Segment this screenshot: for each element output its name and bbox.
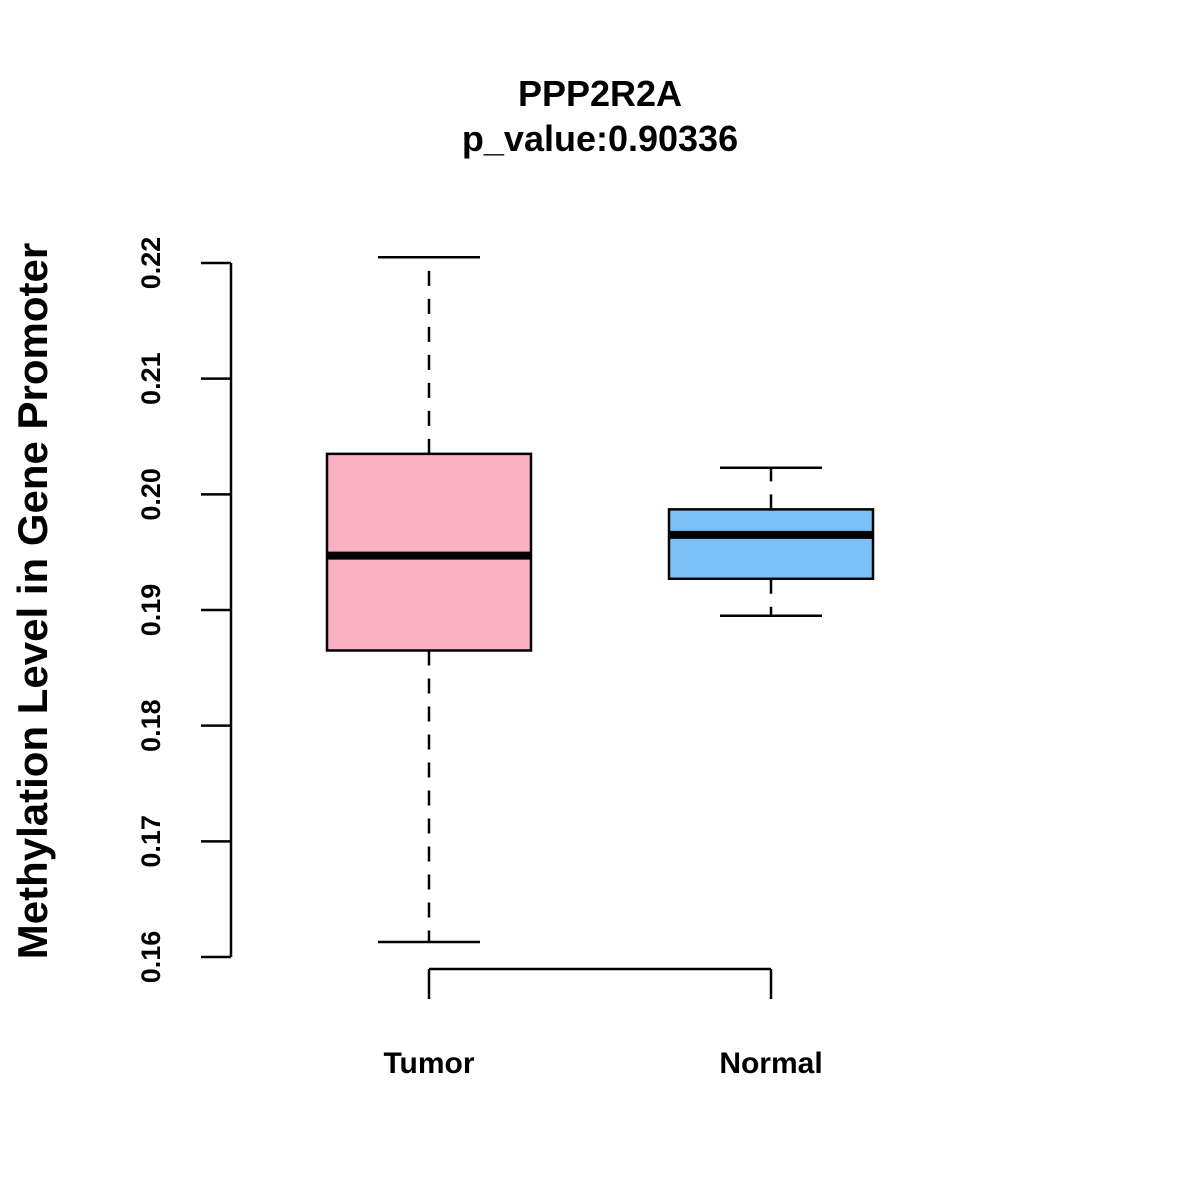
y-tick-label: 0.16 [136,931,166,984]
y-tick-label: 0.17 [136,815,166,868]
x-tick-label: Tumor [383,1047,474,1080]
y-tick-label: 0.22 [136,237,166,290]
y-tick-label: 0.20 [136,468,166,521]
box-normal [667,466,875,618]
y-tick-label: 0.18 [136,699,166,752]
x-tick-label: Normal [719,1047,822,1080]
y-tick-label: 0.19 [136,584,166,637]
y-axis-label: Methylation Level in Gene Promoter [9,243,56,959]
iqr-box [667,508,875,581]
y-tick-label: 0.21 [136,352,166,405]
chart-title: PPP2R2A [518,73,682,114]
y-axis: 0.16 0.17 0.18 0.19 0.20 0.21 0.22 [136,237,233,984]
chart-subtitle: p_value:0.90336 [462,118,738,159]
box-series [325,255,875,944]
box-tumor [325,255,533,944]
x-axis: Tumor Normal [383,967,823,1080]
